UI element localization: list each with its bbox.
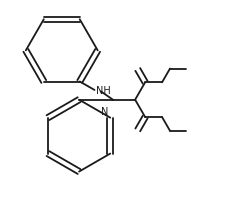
Text: NH: NH: [96, 86, 110, 96]
Text: N: N: [101, 107, 108, 117]
